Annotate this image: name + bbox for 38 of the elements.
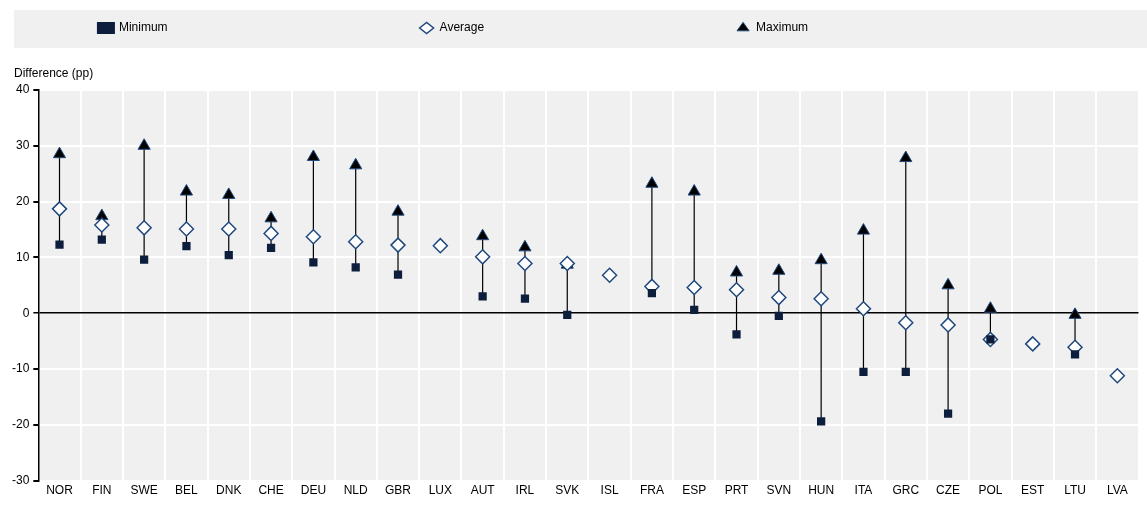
x-tick-label: ISL <box>600 483 619 498</box>
x-tick-label: SVK <box>555 483 580 498</box>
x-tick-label: EST <box>1021 483 1046 498</box>
x-tick-label: GRC <box>892 483 920 498</box>
x-tick-label: DEU <box>300 483 327 498</box>
x-tick-label: AUT <box>470 483 496 498</box>
legend-label: Average <box>439 20 725 35</box>
y-tick-label: 30 <box>15 138 30 153</box>
x-tick-label: CZE <box>936 483 961 498</box>
x-tick-label: LTU <box>1064 483 1086 498</box>
x-tick-label: LVA <box>1106 483 1128 498</box>
x-tick-label: FRA <box>639 483 664 498</box>
x-tick-label: NLD <box>343 483 369 498</box>
x-tick-label: SVN <box>766 483 792 498</box>
x-tick-label: SWE <box>130 483 158 498</box>
legend-label: Maximum <box>756 20 1049 35</box>
x-tick-label: HUN <box>808 483 835 498</box>
x-tick-label: POL <box>978 483 1003 498</box>
x-tick-label: NOR <box>46 483 74 498</box>
y-tick-label: 0 <box>22 305 30 320</box>
x-tick-label: CHE <box>258 483 284 498</box>
y-axis-title: Difference (pp) <box>14 66 94 81</box>
x-tick-label: ESP <box>682 483 707 498</box>
y-tick-label: -30 <box>12 472 30 487</box>
x-tick-label: IRL <box>515 483 535 498</box>
x-tick-label: LUX <box>428 483 452 498</box>
x-tick-label: DNK <box>216 483 242 498</box>
x-tick-label: BEL <box>175 483 199 498</box>
y-tick-label: 10 <box>15 249 30 264</box>
legend-label: Minimum <box>118 20 408 35</box>
y-tick-label: -20 <box>12 417 30 432</box>
y-tick-label: 20 <box>15 193 30 208</box>
y-tick-label: 40 <box>15 82 30 97</box>
x-tick-label: PRT <box>724 483 750 498</box>
y-tick-label: -10 <box>12 361 30 376</box>
x-tick-label: GBR <box>385 483 412 498</box>
x-tick-label: FIN <box>92 483 112 498</box>
x-tick-label: ITA <box>854 483 873 498</box>
